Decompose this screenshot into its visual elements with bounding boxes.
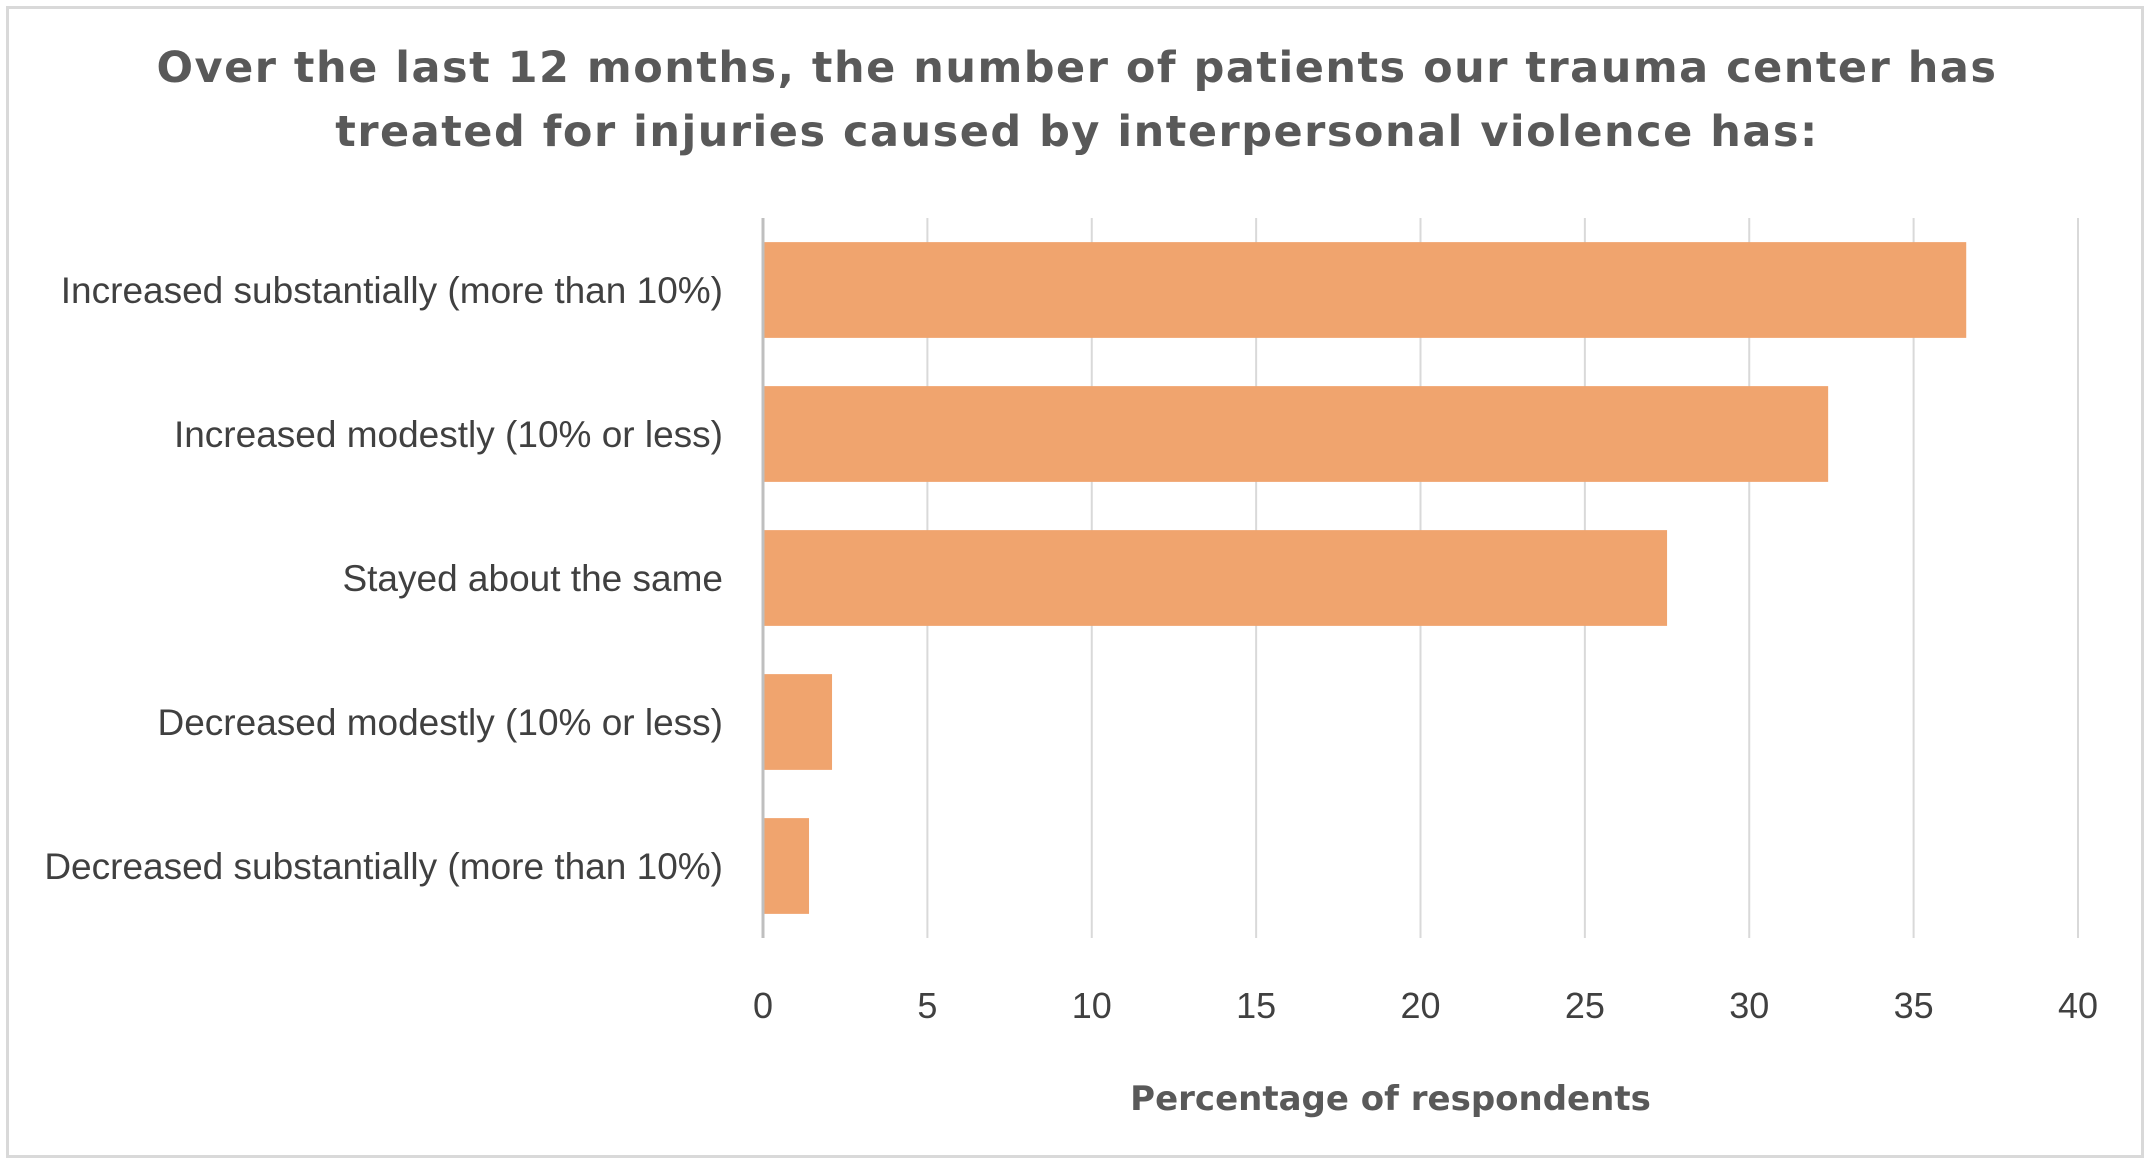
- chart-title: Over the last 12 months, the number of p…: [0, 36, 2154, 164]
- category-label: Decreased substantially (more than 10%): [44, 846, 723, 887]
- x-tick-label: 0: [753, 985, 773, 1026]
- x-tick-label: 40: [2058, 985, 2098, 1026]
- bar: [763, 818, 810, 914]
- x-tick-label: 10: [1072, 985, 1112, 1026]
- category-label: Increased substantially (more than 10%): [61, 270, 723, 311]
- chart-title-line-1: Over the last 12 months, the number of p…: [156, 43, 1998, 93]
- x-tick-label: 30: [1729, 985, 1769, 1026]
- x-tick-label: 15: [1236, 985, 1276, 1026]
- bar: [763, 674, 833, 770]
- x-tick-label: 35: [1894, 985, 1934, 1026]
- category-labels: Increased substantially (more than 10%) I…: [44, 270, 723, 887]
- x-tick-labels: 0 5 10 15 20 25 30 35 40: [753, 985, 2098, 1026]
- category-label: Decreased modestly (10% or less): [158, 702, 724, 743]
- chart-title-line-2: treated for injuries caused by interpers…: [335, 107, 1819, 157]
- bars: [763, 242, 1967, 914]
- x-tick-label: 5: [917, 985, 937, 1026]
- x-tick-label: 20: [1400, 985, 1440, 1026]
- x-axis-title: Percentage of respondents: [1130, 1079, 1651, 1119]
- x-tick-label: 25: [1565, 985, 1605, 1026]
- bar: [763, 242, 1967, 338]
- category-label: Stayed about the same: [342, 558, 723, 599]
- category-label: Increased modestly (10% or less): [174, 414, 723, 455]
- bar: [763, 386, 1829, 482]
- bar: [763, 530, 1668, 626]
